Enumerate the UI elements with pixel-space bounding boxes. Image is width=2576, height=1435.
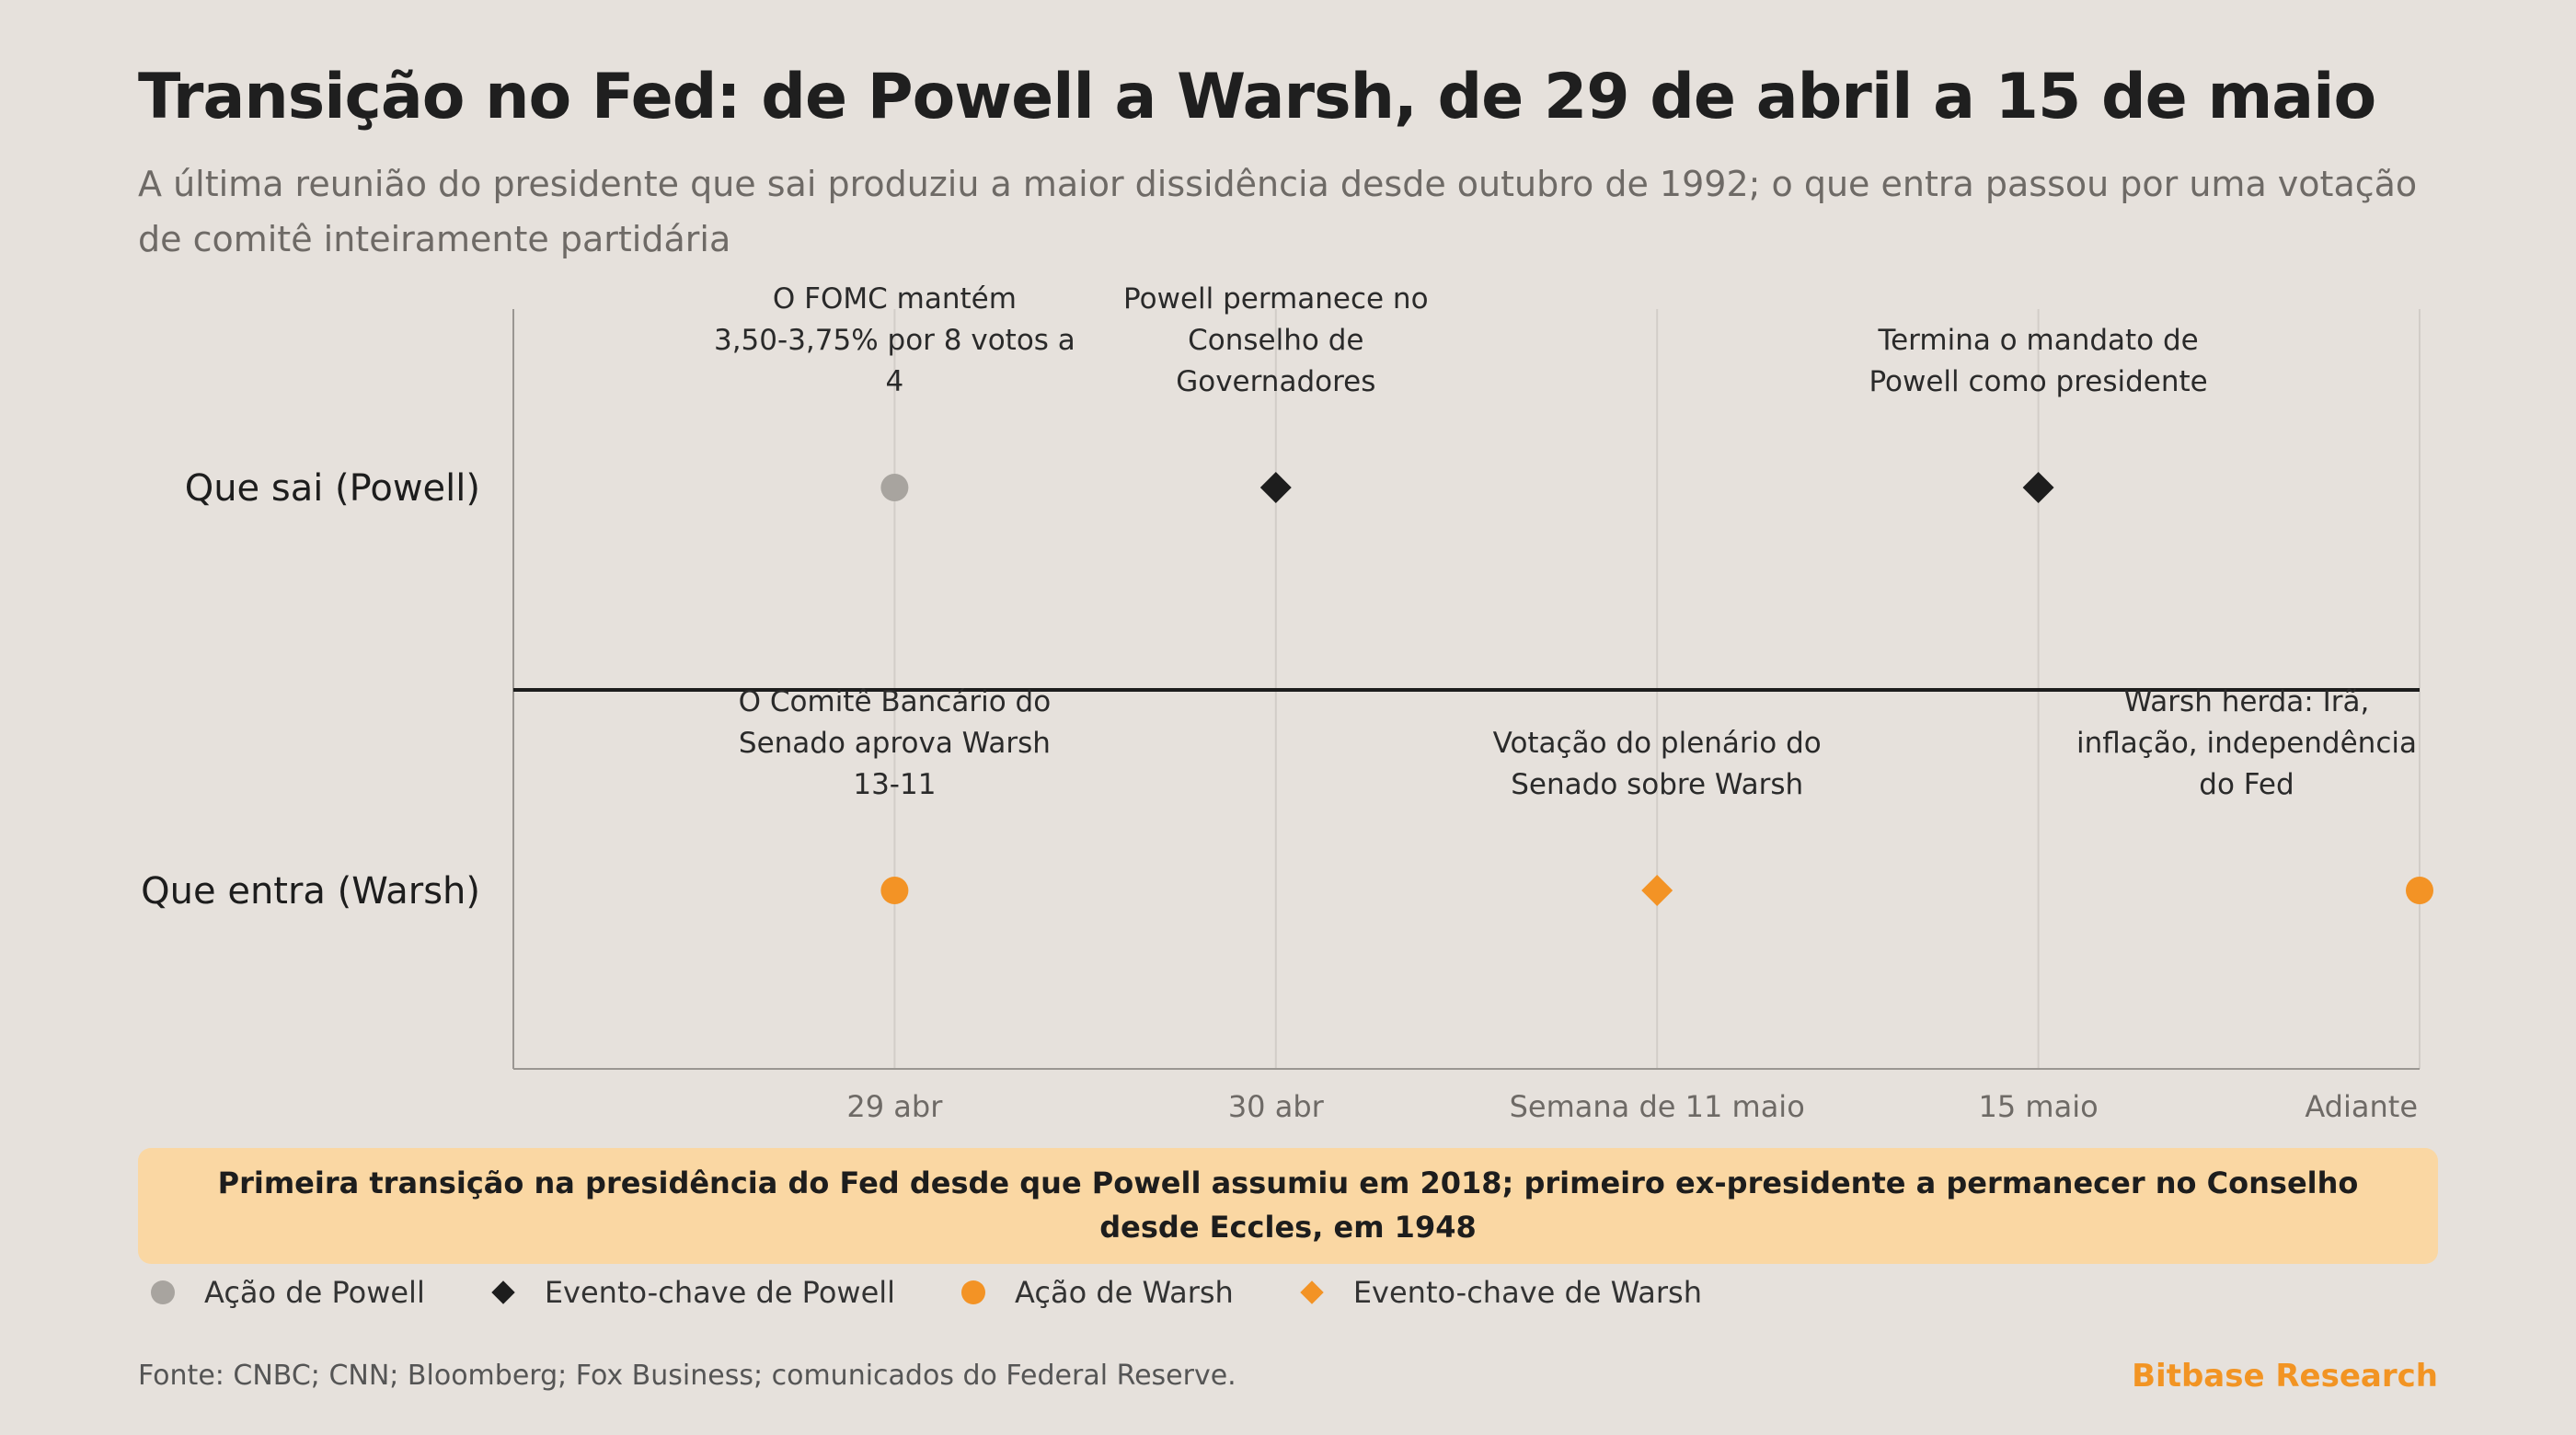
x-tick-label: 15 maio bbox=[1979, 1089, 2099, 1124]
brand-logo-text: Bitbase Research bbox=[2132, 1358, 2438, 1395]
circle-icon bbox=[151, 1280, 175, 1304]
diamond-icon bbox=[491, 1280, 515, 1304]
point-annotation: Senado aprova Warsh bbox=[739, 727, 1051, 760]
point-annotation: Powell permanece no bbox=[1123, 282, 1429, 316]
page-subtitle: A última reunião do presidente que sai p… bbox=[138, 164, 2418, 259]
point-annotation: O Comitê Bancário do bbox=[739, 685, 1052, 718]
legend-item-powell-action: Ação de Powell bbox=[149, 1275, 425, 1310]
callout-box: Primeira transição na presidência do Fed… bbox=[138, 1148, 2438, 1264]
action-marker bbox=[880, 877, 909, 904]
point-annotation: Termina o mandato de bbox=[1877, 324, 2198, 357]
key-event-marker bbox=[1641, 875, 1673, 906]
circle-icon bbox=[961, 1280, 986, 1304]
action-marker bbox=[2406, 877, 2433, 904]
x-tick-label: Semana de 11 maio bbox=[1510, 1089, 1805, 1124]
x-tick-label: 29 abr bbox=[846, 1089, 943, 1124]
legend-label: Evento-chave de Warsh bbox=[1352, 1275, 1702, 1310]
x-tick-label: Adiante bbox=[2305, 1089, 2418, 1124]
point-annotation: do Fed bbox=[2199, 768, 2294, 801]
x-tick-label: 30 abr bbox=[1228, 1089, 1325, 1124]
y-category-label: Que sai (Powell) bbox=[185, 467, 480, 510]
legend-item-warsh-key: Evento-chave de Warsh bbox=[1298, 1275, 1702, 1310]
y-category-label: Que entra (Warsh) bbox=[141, 870, 480, 913]
point-annotation: 4 bbox=[886, 365, 904, 398]
legend-label: Ação de Powell bbox=[204, 1275, 425, 1310]
point-annotation: 13-11 bbox=[853, 768, 936, 801]
point-annotation: Votação do plenário do bbox=[1493, 727, 1822, 760]
point-annotation: O FOMC mantém bbox=[773, 282, 1017, 316]
page-title: Transição no Fed: de Powell a Warsh, de … bbox=[138, 61, 2376, 133]
point-annotation: 3,50-3,75% por 8 votos a bbox=[714, 324, 1075, 357]
source-note: Fonte: CNBC; CNN; Bloomberg; Fox Busines… bbox=[138, 1360, 1236, 1392]
legend-label: Ação de Warsh bbox=[1015, 1275, 1234, 1310]
point-annotation: inflação, independência bbox=[2076, 727, 2417, 760]
key-event-marker bbox=[2022, 472, 2054, 503]
legend-label: Evento-chave de Powell bbox=[544, 1275, 896, 1310]
diamond-icon bbox=[1300, 1280, 1324, 1304]
action-marker bbox=[880, 474, 909, 501]
point-annotation: Warsh herda: Irã, bbox=[2124, 685, 2370, 718]
point-annotation: Conselho de bbox=[1188, 324, 1363, 357]
legend-item-powell-key: Evento-chave de Powell bbox=[489, 1275, 895, 1310]
point-annotation: Senado sobre Warsh bbox=[1511, 768, 1803, 801]
point-annotation: Powell como presidente bbox=[1869, 365, 2207, 398]
key-event-marker bbox=[1259, 472, 1292, 503]
legend: Ação de Powell Evento-chave de Powell Aç… bbox=[149, 1269, 1766, 1315]
point-annotation: Governadores bbox=[1176, 365, 1375, 398]
legend-item-warsh-action: Ação de Warsh bbox=[960, 1275, 1234, 1310]
timeline-chart: 29 abr 30 abr Semana de 11 maio 15 maio Adia… bbox=[141, 282, 2433, 1124]
